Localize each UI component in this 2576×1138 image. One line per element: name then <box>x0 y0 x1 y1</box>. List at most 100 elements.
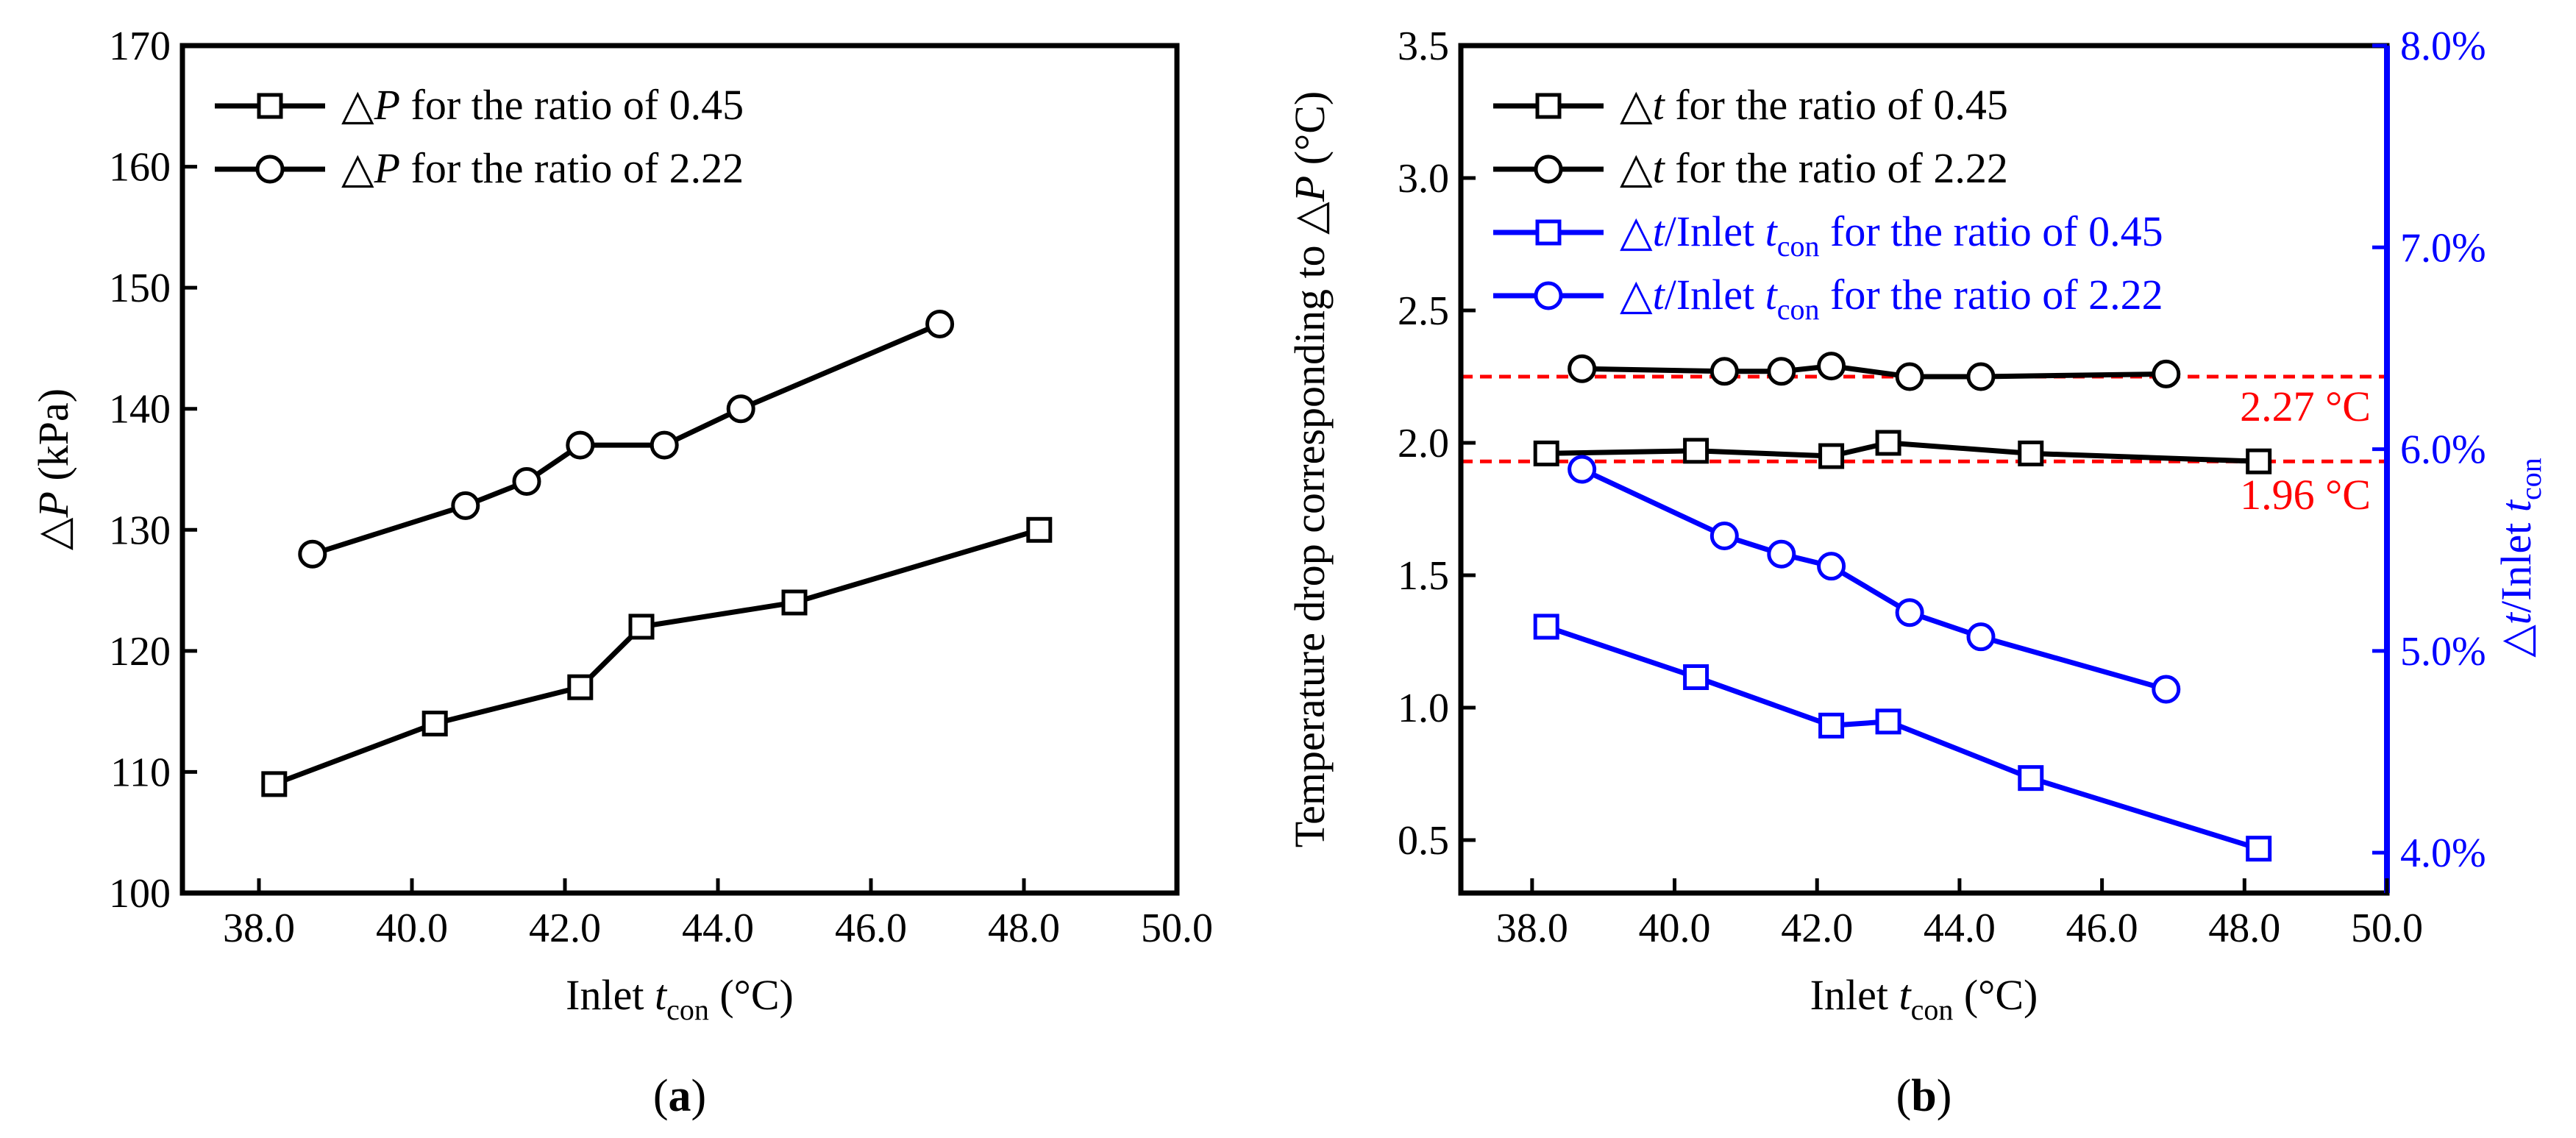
x-tick-label: 44.0 <box>682 906 754 951</box>
y-axis-label-symbol: △ <box>1286 202 1334 235</box>
data-point-square <box>421 711 448 737</box>
legend-sub: con <box>1777 293 1820 326</box>
data-point-circle <box>1817 352 1846 381</box>
y-tick-label: 150 <box>109 266 171 311</box>
y-tick-label: 160 <box>109 145 171 191</box>
data-point-circle <box>1895 362 1924 391</box>
legend-rest: for the ratio of 2.22 <box>1665 144 2008 192</box>
data-point-square <box>567 674 594 700</box>
x-axis-label-var: t <box>1899 971 1912 1019</box>
data-point-circle <box>1767 539 1796 569</box>
data-point-square <box>1818 712 1845 739</box>
panel-label: (a) <box>653 1071 706 1121</box>
data-point-circle <box>2152 675 2181 704</box>
legend-rest: for the ratio of 0.45 <box>400 81 744 129</box>
x-tick-label: 46.0 <box>2066 906 2138 951</box>
legend-marker-square <box>1535 219 1562 246</box>
data-point-square <box>2018 765 2044 792</box>
x-tick-label: 50.0 <box>2351 906 2423 951</box>
data-point-square <box>261 771 288 797</box>
panel-label: (b) <box>1896 1071 1952 1121</box>
x-axis-label: Inlet tcon (°C) <box>566 971 794 1026</box>
legend-sub: con <box>1777 230 1820 263</box>
panel-label-letter: b <box>1911 1071 1936 1121</box>
y-tick-label: 140 <box>109 387 171 433</box>
data-point-circle <box>1709 357 1739 386</box>
x-axis-label-unit: (°C) <box>709 971 794 1019</box>
legend-marker-circle <box>255 154 285 184</box>
legend-var: t <box>1653 207 1666 255</box>
y-tick-label: 2.5 <box>1398 288 1449 334</box>
x-axis-label-text: Inlet <box>566 971 655 1019</box>
data-point-square <box>628 614 655 640</box>
legend-marker-circle <box>1534 154 1563 184</box>
data-point-square <box>1875 708 1901 735</box>
y-axis-label: Temperature drop corresponding to △P (°C… <box>1286 91 1334 848</box>
y-tick-label: 3.5 <box>1398 24 1449 69</box>
legend-rest: for the ratio of 0.45 <box>1820 207 2163 255</box>
panel-label-open: ( <box>1896 1071 1912 1121</box>
y-axis-label-unit: (kPa) <box>29 388 77 491</box>
x-axis-label-sub: con <box>666 993 709 1026</box>
legend-text: /Inlet <box>1665 207 1765 255</box>
legend-rest: for the ratio of 2.22 <box>400 144 744 192</box>
y-axis-label-text: Temperature drop corresponding to <box>1286 235 1334 847</box>
y-tick-label: 110 <box>110 750 171 795</box>
data-point-circle <box>925 310 955 339</box>
data-point-square <box>1875 430 1901 456</box>
y-axis-label-symbol: △ <box>29 517 77 550</box>
panel-a: 38.0 40.0 42.0 44.0 46.0 48.0 50.0 100 110 120 130… <box>29 24 1213 1121</box>
y-axis-label-var: P <box>29 491 77 518</box>
data-point-square <box>1818 443 1845 469</box>
data-point-circle <box>1817 552 1846 581</box>
y-tick-label: 2.0 <box>1398 421 1449 466</box>
y-tick-label: 1.5 <box>1398 553 1449 599</box>
data-point-circle <box>451 491 480 520</box>
data-point-square <box>781 589 808 616</box>
y2-tick-label: 7.0% <box>2400 225 2486 271</box>
legend-var2: t <box>1765 207 1779 255</box>
y-tick-label: 170 <box>109 24 171 69</box>
legend-marker-square <box>257 93 283 119</box>
data-point-circle <box>1709 522 1739 551</box>
panel-label-close: ) <box>691 1071 707 1121</box>
y-tick-label: 130 <box>109 508 171 553</box>
y-axis-label: △P (kPa) <box>29 388 77 550</box>
x-tick-label: 50.0 <box>1141 906 1213 951</box>
legend-marker-circle <box>1534 281 1563 310</box>
legend-text: /Inlet <box>1665 271 1765 319</box>
legend-var: t <box>1653 144 1666 192</box>
x-tick-label: 38.0 <box>1496 906 1568 951</box>
data-point-circle <box>650 430 679 460</box>
data-point-circle <box>1568 455 1597 484</box>
legend-var: P <box>374 144 400 192</box>
data-point-circle <box>566 430 595 460</box>
x-tick-label: 40.0 <box>1639 906 1711 951</box>
data-point-circle <box>1966 362 1996 391</box>
legend-symbol: △ <box>1620 207 1653 255</box>
legend-label-ratio-045: △t/Inlet tcon for the ratio of 0.45 <box>1620 207 2163 263</box>
x-axis-label-unit: (°C) <box>1953 971 2038 1019</box>
x-axis-label: Inlet tcon (°C) <box>1810 971 2038 1026</box>
y2-tick-label: 4.0% <box>2400 831 2486 876</box>
x-tick-label: 40.0 <box>376 906 448 951</box>
y-axis-label-unit: (°C) <box>1286 91 1334 176</box>
data-point-circle <box>726 394 755 424</box>
legend-symbol: △ <box>1620 144 1653 192</box>
x-tick-label: 48.0 <box>2208 906 2280 951</box>
y-tick-label: 1.0 <box>1398 686 1449 731</box>
data-point-circle <box>1895 598 1924 627</box>
legend-rest: for the ratio of 0.45 <box>1665 81 2008 129</box>
y-tick-label: 120 <box>109 629 171 675</box>
plot-frame <box>179 43 1180 896</box>
panel-label-close: ) <box>1937 1071 1952 1121</box>
y2-tick-label: 8.0% <box>2400 24 2486 69</box>
series-line-ratio-045 <box>1545 624 2260 852</box>
y2-axis-label-sub: con <box>2514 458 2547 500</box>
legend-label-dp-222: △P for the ratio of 2.22 <box>341 144 744 192</box>
x-axis-label-sub: con <box>1911 993 1954 1026</box>
series-line-dt-045 <box>1546 440 2259 464</box>
